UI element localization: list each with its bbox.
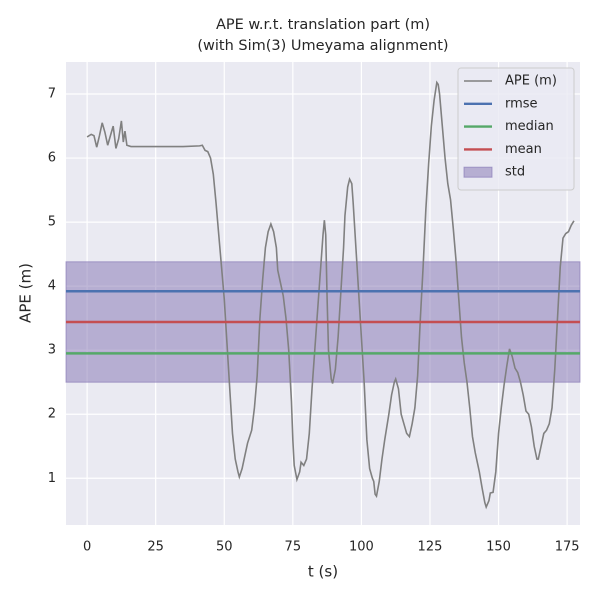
legend-label: mean [505,142,542,157]
x-tick-label: 50 [216,540,233,555]
y-tick-label: 4 [48,279,56,294]
legend-label: rmse [505,96,538,111]
legend-label: median [505,119,554,134]
legend-label: APE (m) [505,74,557,89]
x-tick-label: 175 [555,540,580,555]
legend-swatch [463,166,493,178]
legend-label: std [505,165,525,180]
legend-box [457,67,575,191]
x-tick-label: 75 [285,540,302,555]
x-tick-label: 25 [147,540,164,555]
y-tick-label: 5 [48,215,56,230]
x-tick-label: 125 [418,540,443,555]
y-tick-label: 3 [48,343,56,358]
y-tick-label: 7 [48,87,56,102]
y-tick-label: 2 [48,407,56,422]
x-tick-label: 100 [349,540,374,555]
y-tick-label: 1 [48,471,56,486]
x-tick-label: 150 [486,540,511,555]
x-tick-label: 0 [83,540,91,555]
chart-subtitle: (with Sim(3) Umeyama alignment) [197,38,448,54]
y-axis-label: APE (m) [17,263,35,323]
y-tick-label: 6 [48,151,56,166]
x-axis-label: t (s) [308,563,338,581]
chart-title: APE w.r.t. translation part (m) [216,17,430,33]
ape-line [86,80,575,510]
